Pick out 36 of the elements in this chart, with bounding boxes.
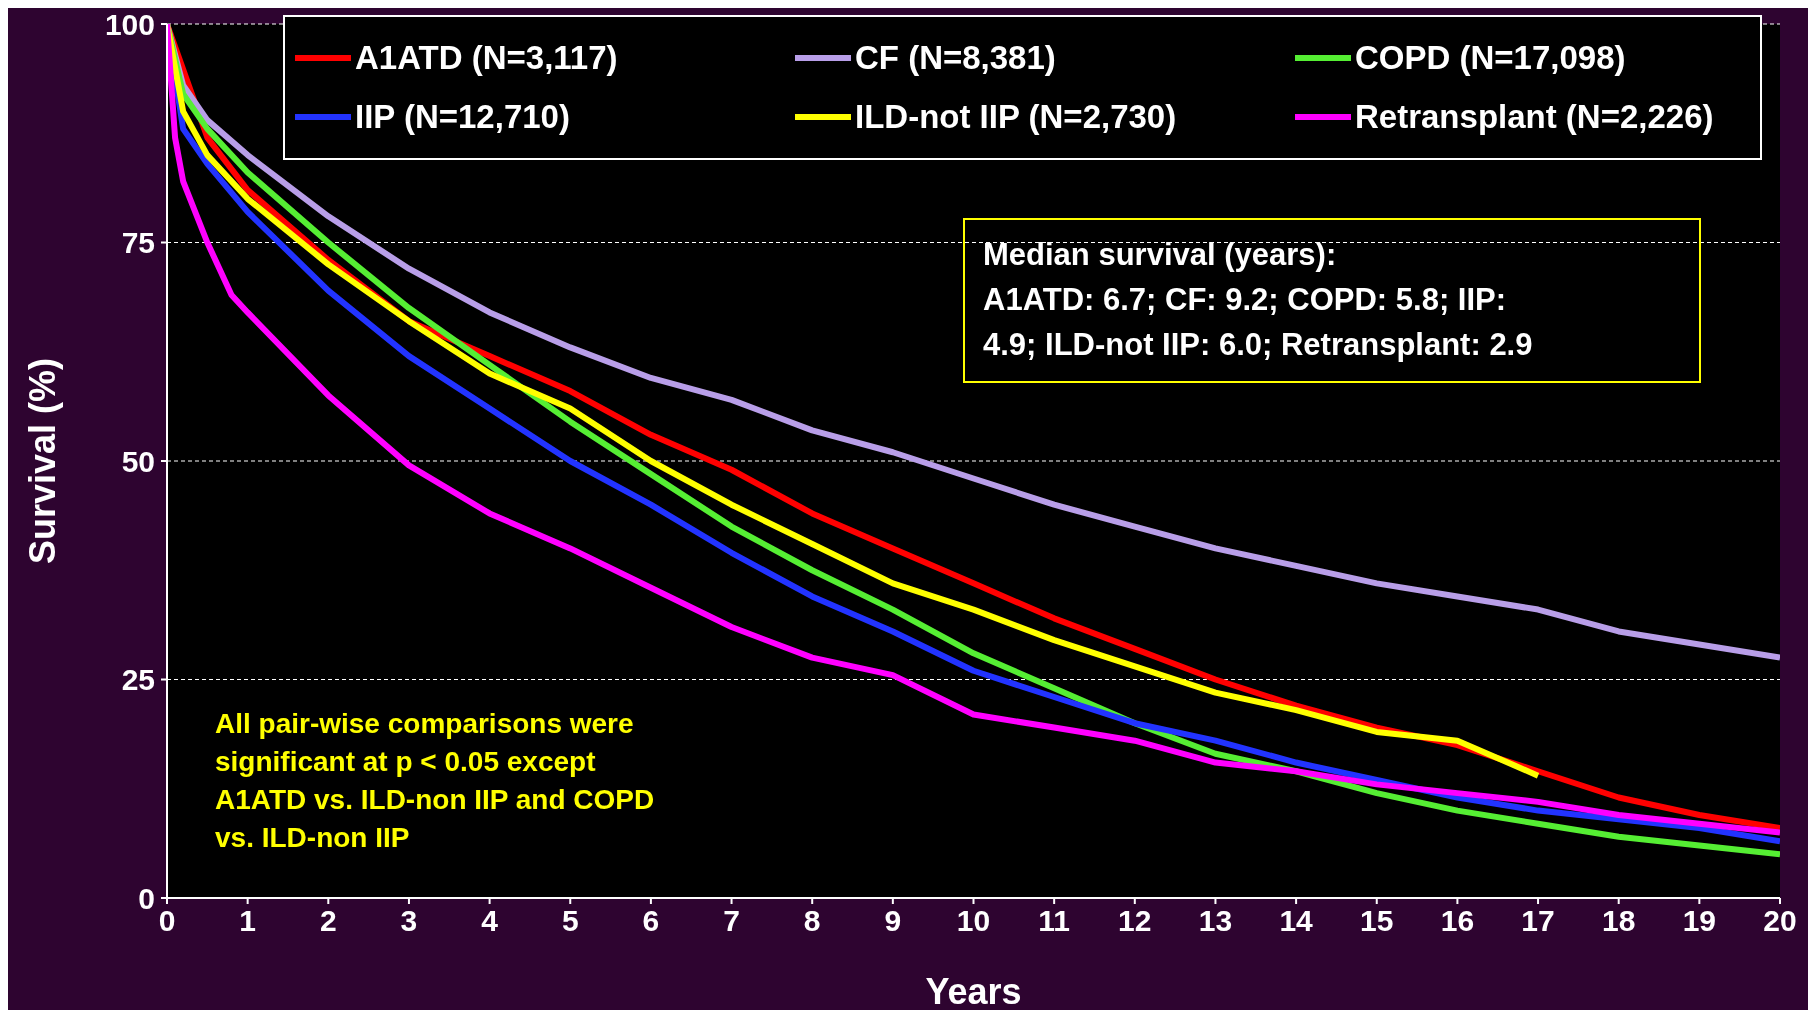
y-tick-label: 50 xyxy=(121,444,155,478)
y-axis-title: Survival (%) xyxy=(21,357,63,565)
legend-label: ILD-not IIP (N=2,730) xyxy=(855,98,1177,137)
legend-label: COPD (N=17,098) xyxy=(1355,38,1626,77)
x-tick-label: 18 xyxy=(1602,904,1636,938)
x-tick-label: 12 xyxy=(1118,904,1152,938)
x-tick-label: 5 xyxy=(561,904,579,938)
x-tick-label: 14 xyxy=(1279,904,1314,938)
x-tick-label: 15 xyxy=(1360,904,1394,938)
x-tick-label: 6 xyxy=(642,904,660,938)
x-tick-label: 8 xyxy=(803,904,821,938)
legend-label: Retransplant (N=2,226) xyxy=(1355,98,1714,137)
x-tick-label: 13 xyxy=(1198,904,1233,938)
x-tick-label: 1 xyxy=(239,904,256,938)
x-tick-label: 2 xyxy=(319,904,337,938)
x-tick-label: 10 xyxy=(956,904,991,938)
legend-label: A1ATD (N=3,117) xyxy=(355,38,618,77)
legend-label: CF (N=8,381) xyxy=(855,38,1056,77)
x-tick-label: 20 xyxy=(1763,904,1797,938)
x-tick-label: 11 xyxy=(1038,904,1071,938)
x-tick-label: 16 xyxy=(1440,904,1475,938)
x-tick-label: 7 xyxy=(723,904,740,938)
x-tick-label: 0 xyxy=(158,904,176,938)
x-tick-label: 4 xyxy=(481,904,499,938)
x-axis-title: Years xyxy=(925,971,1022,1012)
legend-label: IIP (N=12,710) xyxy=(355,98,570,137)
x-tick-label: 17 xyxy=(1521,904,1555,938)
y-tick-label: 25 xyxy=(121,663,155,697)
x-tick-label: 9 xyxy=(884,904,902,938)
y-tick-label: 75 xyxy=(121,226,155,260)
annotation: All pair-wise comparisons were significant at p < 0.05 except A1ATD vs. ILD-non IIP and COPD vs. ILD-non IIP xyxy=(215,707,655,855)
y-tick-label: 100 xyxy=(104,7,155,41)
y-tick-label: 0 xyxy=(138,881,155,915)
x-tick-label: 3 xyxy=(400,904,418,938)
x-tick-label: 19 xyxy=(1682,904,1717,938)
annotation: Median survival (years): A1ATD: 6.7; CF: 9.2; COPD: 5.8; IIP: 4.9; ILD-not IIP: 6.0; Retransplant: 2.9 xyxy=(963,218,1701,383)
